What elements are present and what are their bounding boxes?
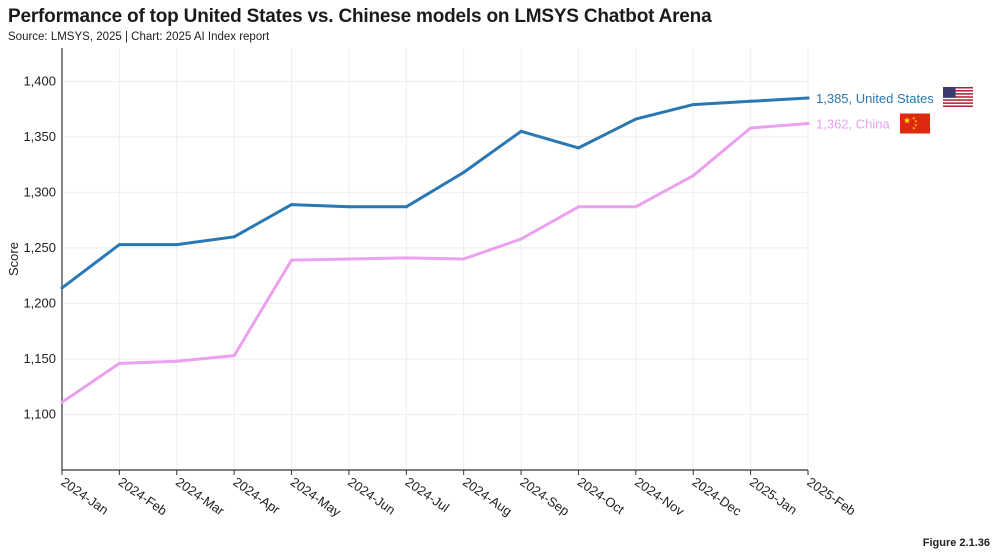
x-tick-label: 2024-Mar	[173, 474, 228, 519]
data-point	[462, 257, 466, 261]
y-tick-label: 1,100	[23, 406, 56, 421]
data-point	[462, 170, 466, 174]
x-tick-label: 2024-Oct	[575, 474, 628, 517]
data-point	[404, 205, 408, 209]
y-tick-label: 1,300	[23, 184, 56, 199]
data-point	[290, 203, 294, 207]
data-point	[232, 235, 236, 239]
end-label-united-states: 1,385, United States	[816, 91, 934, 106]
y-tick-label: 1,150	[23, 351, 56, 366]
data-point	[749, 99, 753, 103]
y-tick-label: 1,400	[23, 73, 56, 88]
axes: 1,100 1,150 1,200 1,250 1,300 1,350 1,400 2024-…	[23, 48, 858, 520]
data-point	[117, 243, 121, 247]
x-tick-label: 2025-Jan	[747, 474, 800, 517]
end-label-china: 1,362, China	[816, 117, 890, 132]
data-point	[634, 117, 638, 121]
x-tick-label: 2024-Jan	[58, 474, 111, 517]
y-tick-label: 1,200	[23, 295, 56, 310]
svg-text:★: ★	[903, 117, 911, 127]
data-point	[117, 361, 121, 365]
figure-number: Figure 2.1.36	[922, 537, 990, 549]
data-point	[691, 103, 695, 107]
y-axis-label: Score	[6, 242, 21, 276]
x-tick-label: 2024-Aug	[460, 474, 515, 519]
y-tick-label: 1,350	[23, 129, 56, 144]
x-tick-label: 2024-Jun	[345, 474, 398, 517]
x-tick-label: 2024-May	[288, 474, 344, 520]
data-point	[175, 243, 179, 247]
x-tick-label: 2024-Nov	[632, 474, 687, 519]
x-tick-label: 2025-Feb	[804, 474, 858, 518]
x-tick-label: 2024-Dec	[690, 474, 745, 519]
y-tick-label: 1,250	[23, 240, 56, 255]
svg-text:★: ★	[914, 123, 918, 128]
data-point	[290, 258, 294, 262]
data-point	[347, 205, 351, 209]
x-tick-label: 2024-Sep	[517, 474, 572, 519]
end-labels: 1,385, United States 1,362, China ★ ★★★★	[816, 86, 973, 134]
data-point	[232, 354, 236, 358]
data-point	[175, 359, 179, 363]
data-point	[806, 122, 810, 126]
series-line-china	[60, 122, 810, 404]
data-point	[806, 96, 810, 100]
chart-title: Performance of top United States vs. Chi…	[8, 6, 712, 27]
china-flag-icon: ★ ★★★★	[900, 113, 930, 134]
data-point	[749, 126, 753, 130]
data-point	[576, 146, 580, 150]
data-point	[576, 205, 580, 209]
svg-text:★: ★	[914, 119, 918, 124]
data-point	[634, 205, 638, 209]
data-point	[60, 400, 64, 404]
data-point	[60, 286, 64, 290]
series-line-united-states	[60, 96, 810, 290]
x-tick-label: 2024-Feb	[116, 474, 170, 518]
data-point	[404, 256, 408, 260]
us-flag-icon	[943, 86, 973, 107]
svg-text:★: ★	[912, 116, 916, 121]
data-point	[519, 129, 523, 133]
series-lines	[60, 96, 810, 404]
data-point	[691, 174, 695, 178]
chart-subtitle: Source: LMSYS, 2025 | Chart: 2025 AI Ind…	[8, 31, 270, 43]
x-tick-label: 2024-Apr	[230, 474, 283, 517]
data-point	[347, 257, 351, 261]
x-tick-label: 2024-Jul	[403, 474, 453, 515]
svg-text:★: ★	[912, 126, 916, 131]
data-point	[519, 237, 523, 241]
